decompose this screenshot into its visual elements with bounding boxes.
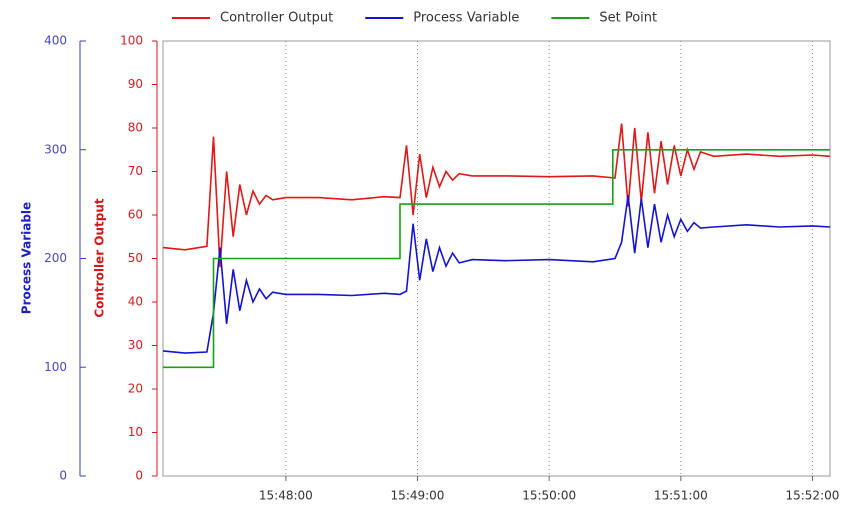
y-tick-label: 80 [128, 121, 143, 135]
legend-label: Controller Output [220, 11, 333, 26]
y2-axis-title: Process Variable [20, 202, 34, 314]
series-line [162, 123, 831, 268]
y2-tick-label: 100 [44, 360, 67, 374]
y-tick-label: 20 [128, 382, 143, 396]
x-tick-label: 15:50:00 [522, 489, 576, 503]
y-tick-label: 10 [128, 425, 143, 439]
x-tick-label: 15:51:00 [654, 489, 708, 503]
y2-tick-label: 300 [44, 142, 67, 156]
x-tick-label: 15:48:00 [259, 489, 313, 503]
series-line [162, 195, 831, 354]
y2-tick-label: 200 [44, 251, 67, 265]
x-tick-label: 15:52:00 [785, 489, 839, 503]
legend-label: Set Point [599, 11, 657, 26]
y-tick-label: 0 [135, 469, 143, 483]
y-axis-title: Controller Output [93, 198, 107, 318]
plot-frame [162, 40, 831, 477]
y-tick-label: 30 [128, 338, 143, 352]
y-tick-label: 50 [128, 251, 143, 265]
y-tick-label: 90 [128, 77, 143, 91]
y2-tick-label: 0 [59, 469, 67, 483]
y-tick-label: 60 [128, 208, 143, 222]
y-tick-label: 40 [128, 295, 143, 309]
y-tick-label: 100 [120, 34, 143, 48]
y2-tick-label: 400 [44, 34, 67, 48]
y-tick-label: 70 [128, 164, 143, 178]
series-line [163, 149, 830, 369]
x-tick-label: 15:49:00 [391, 489, 445, 503]
legend-label: Process Variable [413, 11, 519, 26]
